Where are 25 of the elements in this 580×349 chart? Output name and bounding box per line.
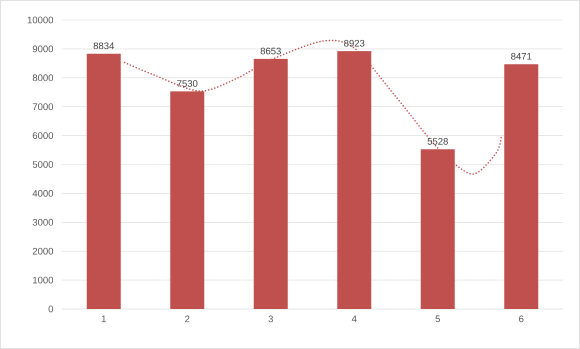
x-tick-label: 2 <box>185 316 190 322</box>
data-label: 8471 <box>511 52 532 60</box>
data-label: 8653 <box>260 48 281 54</box>
data-label: 8834 <box>94 42 114 50</box>
y-tick-label: 0 <box>48 306 54 312</box>
data-label: 5528 <box>428 138 448 145</box>
x-tick-label: 1 <box>102 316 106 322</box>
y-tick-label: 7000 <box>32 103 54 110</box>
x-tick-label: 4 <box>352 316 357 322</box>
data-label: 8923 <box>344 40 364 47</box>
y-tick-label: 9000 <box>32 46 54 52</box>
y-tick-label: 3000 <box>32 218 54 226</box>
y-tick-label: 1000 <box>33 276 54 284</box>
y-tick-label: 5000 <box>32 161 54 168</box>
y-tick-label: 10000 <box>28 16 54 24</box>
bar <box>504 64 538 309</box>
y-tick-label: 4000 <box>32 190 54 197</box>
x-tick-label: 5 <box>435 316 440 322</box>
data-label: 7530 <box>177 80 198 87</box>
y-tick-label: 6000 <box>32 132 54 139</box>
y-tick-label: 2000 <box>32 248 54 255</box>
y-tick-label: 8000 <box>32 74 54 82</box>
x-tick-label: 3 <box>268 316 273 322</box>
bar <box>86 54 121 309</box>
x-tick-label: 6 <box>519 316 524 322</box>
